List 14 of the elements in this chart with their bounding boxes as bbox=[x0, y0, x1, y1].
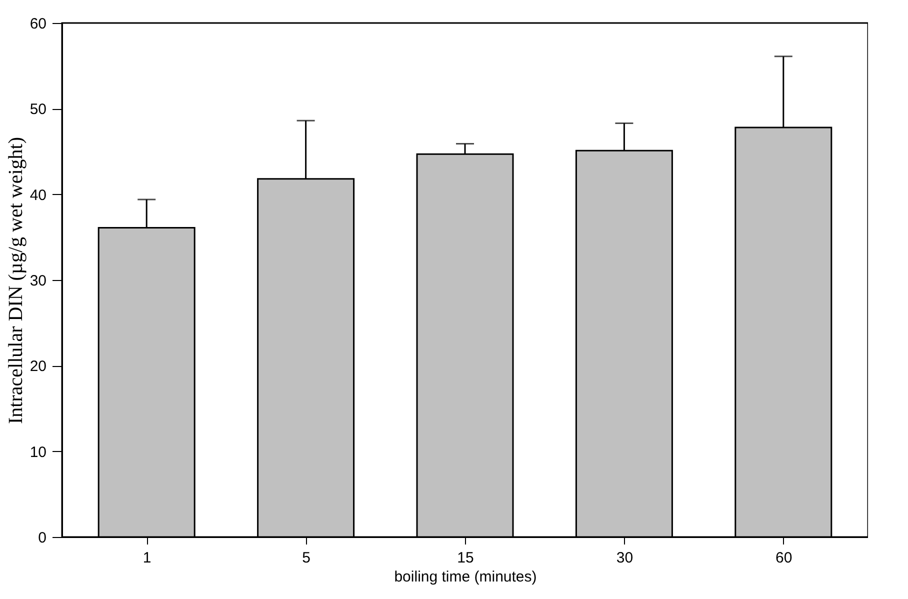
y-axis-title: Intracellular DIN (µg/g wet weight) bbox=[4, 137, 27, 424]
x-tick-label: 60 bbox=[776, 550, 792, 566]
y-tick-label: 30 bbox=[30, 272, 46, 290]
y-tick-label: 20 bbox=[30, 358, 46, 376]
x-tick-label: 5 bbox=[302, 550, 310, 566]
y-tick-label: 0 bbox=[38, 530, 46, 546]
y-tick-label: 50 bbox=[30, 101, 46, 118]
y-tick-label: 40 bbox=[30, 186, 46, 204]
x-axis-title: boiling time (minutes) bbox=[394, 568, 537, 586]
y-tick-label: 10 bbox=[30, 444, 46, 461]
x-tick-label: 15 bbox=[457, 550, 474, 566]
x-tick-label: 30 bbox=[616, 550, 634, 566]
y-tick-label: 60 bbox=[30, 16, 46, 32]
x-tick-label: 1 bbox=[142, 550, 152, 566]
